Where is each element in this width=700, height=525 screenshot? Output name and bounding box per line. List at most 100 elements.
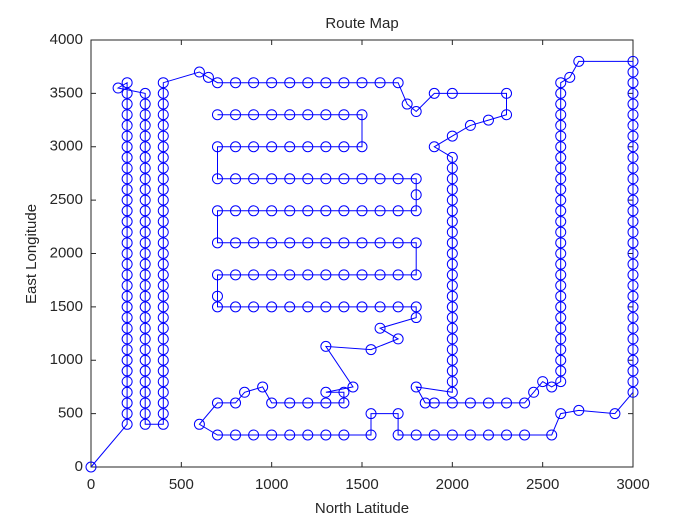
route-point — [157, 141, 169, 153]
y-tick-label: 1500 — [50, 298, 83, 315]
route-point — [157, 322, 169, 334]
route-point — [555, 226, 567, 238]
route-point — [121, 248, 133, 259]
route-point — [501, 109, 513, 121]
route-point — [338, 109, 350, 121]
route-point — [139, 280, 151, 292]
route-point — [157, 301, 169, 313]
route-point — [248, 205, 260, 217]
route-point — [302, 77, 314, 89]
route-point — [446, 344, 458, 356]
route-point — [320, 141, 332, 153]
route-point — [410, 301, 422, 313]
route-point — [121, 376, 133, 388]
route-point — [320, 429, 332, 441]
route-point — [139, 376, 151, 388]
route-point — [211, 429, 223, 441]
route-point — [157, 162, 169, 174]
route-point — [338, 269, 350, 281]
route-point — [446, 397, 458, 409]
route-point — [627, 280, 639, 292]
x-tick-label: 2000 — [436, 476, 469, 493]
route-point — [627, 77, 639, 89]
route-point — [211, 141, 223, 153]
route-point — [230, 429, 242, 441]
route-line — [90, 60, 634, 468]
route-point — [609, 408, 621, 420]
route-point — [139, 248, 151, 259]
route-point — [284, 109, 296, 121]
route-point — [392, 205, 404, 217]
route-point — [374, 322, 386, 334]
route-point — [157, 130, 169, 142]
route-point — [555, 77, 567, 89]
route-point — [230, 173, 242, 185]
route-point — [230, 301, 242, 313]
route-point — [121, 258, 133, 270]
route-point — [139, 354, 151, 366]
route-point — [121, 269, 133, 281]
route-point — [464, 429, 476, 441]
route-point — [555, 87, 567, 99]
x-tick-label: 2500 — [526, 476, 559, 493]
route-point — [392, 301, 404, 313]
route-point — [121, 344, 133, 356]
route-point — [627, 344, 639, 356]
route-point — [121, 215, 133, 227]
route-point — [555, 215, 567, 227]
route-point — [320, 237, 332, 249]
route-point — [157, 280, 169, 292]
route-point — [555, 280, 567, 292]
route-point — [284, 77, 296, 89]
route-point — [446, 301, 458, 313]
route-point — [139, 205, 151, 217]
route-point — [139, 386, 151, 398]
route-point — [157, 418, 169, 430]
route-point — [446, 194, 458, 206]
route-point — [211, 77, 223, 89]
route-point — [627, 312, 639, 324]
route-point — [121, 205, 133, 217]
route-point — [266, 237, 278, 249]
route-point — [157, 344, 169, 356]
route-point — [627, 55, 639, 67]
route-point — [266, 269, 278, 281]
route-point — [392, 429, 404, 441]
route-point — [464, 397, 476, 409]
route-point — [157, 237, 169, 249]
route-point — [320, 397, 332, 409]
route-point — [266, 429, 278, 441]
route-point — [284, 429, 296, 441]
chart-title: Route Map — [325, 15, 398, 32]
route-point — [139, 301, 151, 313]
route-point — [157, 77, 169, 89]
route-point — [446, 183, 458, 195]
route-point — [157, 365, 169, 377]
route-point — [627, 301, 639, 313]
route-point — [139, 151, 151, 163]
route-point — [121, 151, 133, 163]
route-point — [157, 258, 169, 270]
route-point — [446, 226, 458, 238]
route-point — [356, 269, 368, 281]
route-point — [627, 151, 639, 163]
route-point — [320, 269, 332, 281]
route-point — [555, 183, 567, 195]
route-point — [284, 397, 296, 409]
route-point — [410, 106, 422, 118]
route-point — [356, 237, 368, 249]
route-point — [519, 429, 531, 441]
route-point — [139, 397, 151, 409]
route-point — [302, 301, 314, 313]
route-point — [121, 194, 133, 206]
route-point — [121, 354, 133, 366]
route-point — [139, 365, 151, 377]
route-point — [338, 386, 350, 398]
route-point — [139, 333, 151, 345]
route-point — [320, 77, 332, 89]
route-point — [627, 386, 639, 398]
route-point — [627, 162, 639, 174]
route-point — [555, 269, 567, 281]
route-point — [338, 237, 350, 249]
